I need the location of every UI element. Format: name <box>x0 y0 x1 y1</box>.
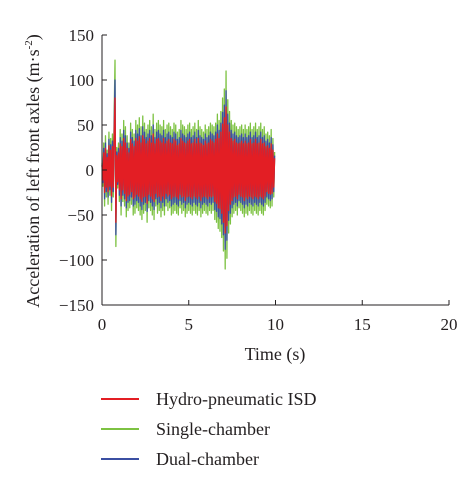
x-tick-label: 0 <box>98 315 107 334</box>
y-tick-label: 150 <box>69 26 95 45</box>
series-line-hydro-pneumatic-isd <box>101 97 276 234</box>
y-tick-label: 50 <box>77 116 94 135</box>
x-axis-title: Time (s) <box>245 344 306 365</box>
plot-lines <box>101 59 276 270</box>
x-tick-label: 15 <box>354 315 371 334</box>
y-tick-label: 0 <box>86 161 95 180</box>
y-tick-label: −100 <box>59 251 94 270</box>
x-ticks: 0 5 10 15 20 <box>98 300 458 334</box>
y-axis-title-superscript: -2 <box>23 40 35 49</box>
y-axis-title: Acceleration of left front axles (m·s-2) <box>23 34 44 308</box>
y-ticks: 150 100 50 0 −50 −100 −150 <box>59 26 107 315</box>
legend-label-dual-chamber: Dual-chamber <box>156 449 259 469</box>
legend-label-single-chamber: Single-chamber <box>156 419 270 439</box>
y-tick-label: 100 <box>69 71 95 90</box>
y-axis-title-suffix: ) <box>23 34 44 40</box>
y-tick-label: −150 <box>59 296 94 315</box>
x-tick-label: 5 <box>185 315 194 334</box>
legend-label-hydro-pneumatic-isd: Hydro-pneumatic ISD <box>156 389 316 409</box>
y-axis-title-main: Acceleration of left front axles (m·s <box>23 49 44 307</box>
x-tick-label: 10 <box>267 315 284 334</box>
legend: Hydro-pneumatic ISD Single-chamber Dual-ch… <box>101 389 316 469</box>
y-tick-label: −50 <box>67 206 94 225</box>
x-tick-label: 20 <box>441 315 458 334</box>
